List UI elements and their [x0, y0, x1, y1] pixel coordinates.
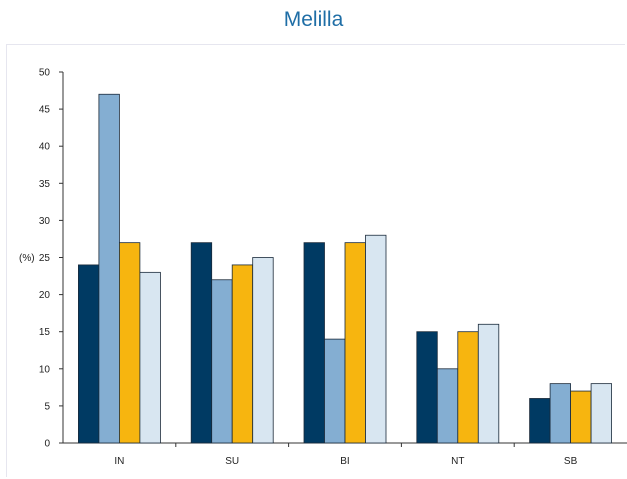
- y-tick-label: 50: [39, 68, 51, 79]
- bar-nt-series-1: [416, 331, 438, 444]
- y-tick-label: 15: [39, 327, 51, 338]
- bar-in-series-4: [139, 271, 161, 444]
- chart-title: Melilla: [283, 8, 344, 31]
- bar-in-series-2: [98, 93, 120, 444]
- y-tick-label: 40: [39, 142, 51, 153]
- bar-sb-series-2: [549, 383, 571, 444]
- bar-su-series-3: [231, 264, 254, 444]
- x-tick-label: SU: [225, 456, 239, 467]
- bar-nt-series-4: [477, 323, 500, 444]
- chart-frame: [6, 44, 625, 477]
- y-tick-label: 30: [39, 216, 51, 227]
- bar-bi-series-4: [365, 234, 387, 444]
- y-tick-label: 20: [39, 290, 51, 301]
- y-tick-label: 45: [39, 105, 51, 116]
- bar-nt-series-3: [457, 331, 479, 444]
- bar-su-series-4: [252, 257, 274, 444]
- bar-bi-series-3: [344, 242, 366, 444]
- bar-in-series-1: [78, 264, 100, 444]
- bar-su-series-2: [211, 279, 233, 444]
- bar-bi-series-1: [303, 242, 325, 444]
- x-tick-label: BI: [340, 456, 349, 467]
- x-tick-label: SB: [564, 456, 578, 467]
- bar-sb-series-1: [529, 398, 551, 444]
- bar-bi-series-2: [324, 338, 346, 444]
- bar-sb-series-4: [590, 383, 612, 444]
- y-tick-label: 0: [44, 439, 50, 450]
- bar-in-series-3: [119, 242, 141, 444]
- x-tick-label: NT: [451, 456, 464, 467]
- y-axis-label: (%): [19, 253, 35, 264]
- bar-sb-series-3: [570, 390, 592, 444]
- x-tick-label: IN: [114, 456, 124, 467]
- bar-su-series-1: [190, 242, 213, 444]
- y-tick-label: 25: [39, 253, 51, 264]
- y-tick-label: 10: [39, 364, 51, 375]
- y-tick-label: 35: [39, 179, 51, 190]
- y-tick-label: 5: [44, 401, 50, 412]
- bar-nt-series-2: [436, 368, 459, 444]
